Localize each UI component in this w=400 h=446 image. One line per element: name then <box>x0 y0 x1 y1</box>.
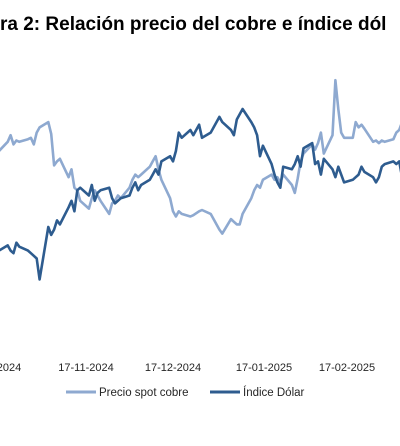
x-tick-label: 17-11-2024 <box>58 362 113 374</box>
x-tick-label: 2024 <box>0 362 21 374</box>
legend-label: Precio spot cobre <box>99 387 189 399</box>
dollar-index-line <box>0 107 400 281</box>
chart-title: ra 2: Relación precio del cobre e índice… <box>0 14 387 35</box>
copper-price-line <box>0 78 400 235</box>
x-tick-label: 17-02-2025 <box>319 362 375 374</box>
x-tick-label: 17-01-2025 <box>236 362 292 374</box>
x-tick-label: 17-12-2024 <box>145 362 201 374</box>
legend-label: Índice Dólar <box>243 386 305 399</box>
